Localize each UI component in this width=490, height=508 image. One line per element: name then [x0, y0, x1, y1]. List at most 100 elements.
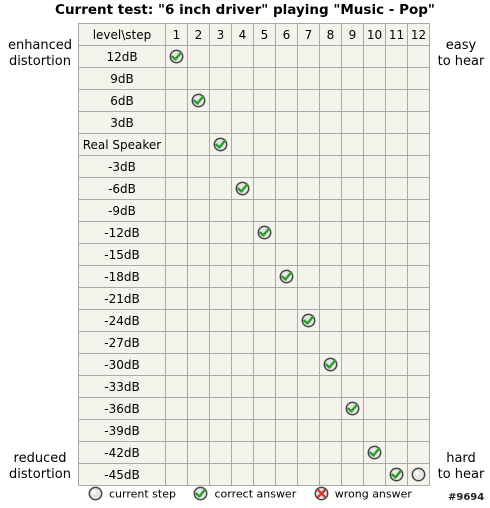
grid-cell — [253, 309, 276, 332]
grid-cell — [297, 199, 320, 222]
grid-cell — [275, 397, 298, 420]
grid-cell — [187, 287, 210, 310]
grid-cell — [165, 111, 188, 134]
grid-cell — [407, 45, 430, 68]
grid-cell — [297, 463, 320, 486]
correct-answer-icon — [235, 181, 250, 196]
grid-cell — [187, 133, 210, 156]
grid-cell — [209, 199, 232, 222]
grid-cell-marked — [187, 89, 210, 112]
grid-cell — [385, 111, 408, 134]
correct-answer-icon — [279, 269, 294, 284]
step-header-2: 2 — [187, 23, 210, 46]
grid-cell — [341, 331, 364, 354]
grid-cell — [341, 89, 364, 112]
grid-cell — [407, 331, 430, 354]
grid-cell — [231, 353, 254, 376]
grid-cell — [165, 375, 188, 398]
grid-cell — [341, 199, 364, 222]
grid-cell-marked — [363, 441, 386, 464]
grid-cell — [231, 89, 254, 112]
grid-cell — [187, 309, 210, 332]
legend: current step correct answer wrong answer — [88, 486, 426, 502]
grid-cell — [165, 331, 188, 354]
grid-cell — [165, 243, 188, 266]
grid-cell — [319, 221, 342, 244]
grid-cell — [341, 441, 364, 464]
grid-cell — [297, 287, 320, 310]
label-line: reduced — [13, 451, 67, 466]
grid-cell — [209, 221, 232, 244]
grid-cell — [407, 375, 430, 398]
grid-cell — [231, 287, 254, 310]
grid-cell-marked — [231, 177, 254, 200]
grid-row: -42dB — [78, 441, 430, 464]
grid-row: -6dB — [78, 177, 430, 200]
step-header-11: 11 — [385, 23, 408, 46]
grid-cell — [253, 397, 276, 420]
grid-cell — [187, 243, 210, 266]
grid-cell — [363, 463, 386, 486]
grid-cell-marked — [407, 463, 430, 486]
grid-cell — [231, 265, 254, 288]
grid-cell — [231, 331, 254, 354]
level-label: -9dB — [78, 199, 166, 222]
grid-cell — [187, 331, 210, 354]
step-header-12: 12 — [407, 23, 430, 46]
grid-row: -30dB — [78, 353, 430, 376]
grid-cell — [319, 287, 342, 310]
grid-cell — [385, 243, 408, 266]
grid-cell — [209, 89, 232, 112]
grid-cell — [297, 243, 320, 266]
grid-cell — [187, 67, 210, 90]
grid-cell — [363, 221, 386, 244]
correct-answer-icon — [191, 93, 206, 108]
level-label: 9dB — [78, 67, 166, 90]
grid-row: 9dB — [78, 67, 430, 90]
grid-cell — [165, 441, 188, 464]
grid-cell — [341, 375, 364, 398]
grid-cell — [275, 331, 298, 354]
grid-cell — [231, 155, 254, 178]
level-label: -36dB — [78, 397, 166, 420]
grid-row: -15dB — [78, 243, 430, 266]
grid-cell — [297, 441, 320, 464]
grid-cell — [165, 67, 188, 90]
grid-cell — [363, 419, 386, 442]
grid-cell — [209, 243, 232, 266]
grid-row: Real Speaker — [78, 133, 430, 156]
grid-cell — [253, 155, 276, 178]
grid-row: -3dB — [78, 155, 430, 178]
grid-cell — [275, 199, 298, 222]
grid-cell — [165, 199, 188, 222]
correct-answer-icon — [345, 401, 360, 416]
grid-cell — [363, 89, 386, 112]
grid-cell — [341, 67, 364, 90]
correct-answer-icon — [367, 445, 382, 460]
grid-cell — [165, 265, 188, 288]
label-enhanced-distortion: enhanced distortion — [0, 38, 80, 70]
wrong-answer-icon — [314, 486, 329, 501]
grid-cell — [385, 67, 408, 90]
grid-cell — [209, 419, 232, 442]
grid-cell — [341, 309, 364, 332]
grid-cell — [319, 331, 342, 354]
level-label: 3dB — [78, 111, 166, 134]
grid-cell — [363, 375, 386, 398]
grid-cell — [231, 45, 254, 68]
label-hard-to-hear: hard to hear — [432, 451, 490, 483]
grid-cell — [297, 353, 320, 376]
level-label: -24dB — [78, 309, 166, 332]
level-label: -33dB — [78, 375, 166, 398]
grid-cell — [297, 397, 320, 420]
grid-cell — [165, 419, 188, 442]
grid-cell-marked — [275, 265, 298, 288]
level-label: -3dB — [78, 155, 166, 178]
grid-cell — [209, 287, 232, 310]
grid-cell — [275, 67, 298, 90]
grid-cell — [319, 243, 342, 266]
level-label: -42dB — [78, 441, 166, 464]
grid-cell — [385, 287, 408, 310]
grid-cell — [187, 45, 210, 68]
grid-cell — [407, 287, 430, 310]
